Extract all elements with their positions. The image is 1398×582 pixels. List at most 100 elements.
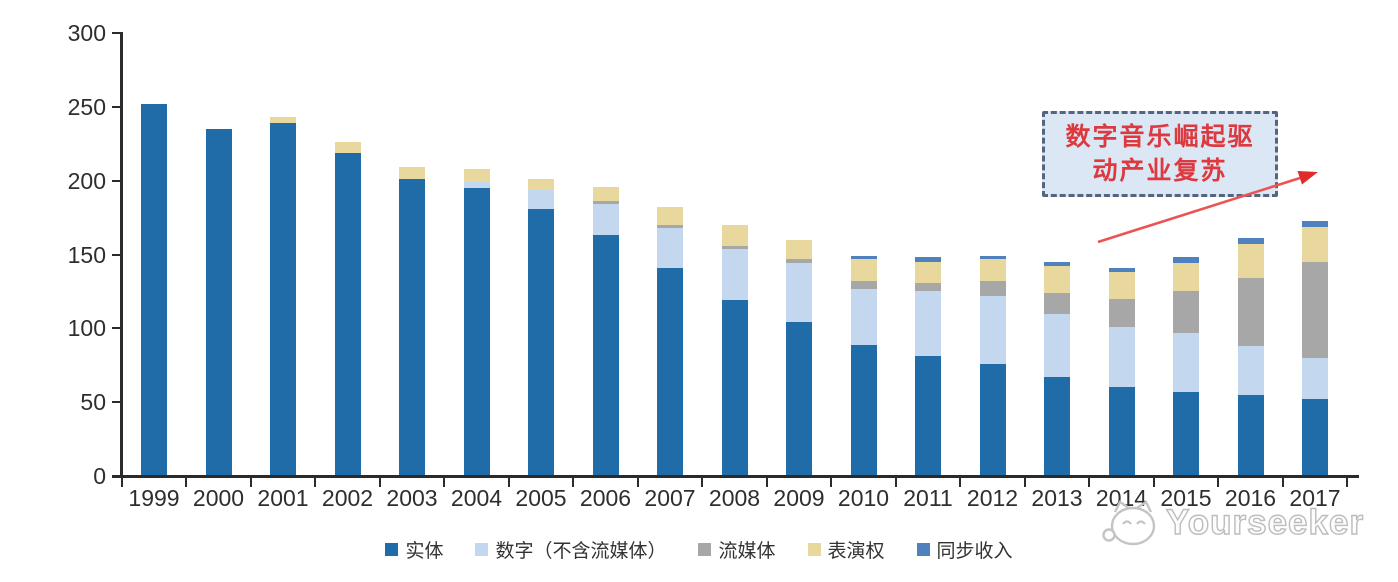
- bar-2003: [399, 167, 425, 476]
- bar-segment-表演权: [528, 179, 554, 190]
- bar-segment-流媒体: [592, 201, 619, 205]
- legend-swatch: [916, 543, 930, 556]
- bar-2000: [205, 129, 232, 476]
- bar-segment-实体: [657, 267, 683, 476]
- bar-segment-实体: [850, 344, 877, 476]
- x-tick-mark: [959, 478, 961, 487]
- bar-segment-数字（不含流媒体）: [1044, 313, 1070, 378]
- bar-2015: [1173, 257, 1199, 476]
- legend-swatch: [698, 543, 712, 556]
- x-tick-label: 2010: [837, 485, 890, 511]
- bar-segment-实体: [270, 123, 296, 476]
- y-tick-mark: [112, 105, 121, 108]
- x-tick-label: 2013: [1031, 485, 1083, 511]
- x-tick-label: 2015: [1160, 485, 1212, 511]
- bar-2010: [850, 256, 877, 476]
- bar-segment-数字（不含流媒体）: [721, 248, 748, 301]
- bar-2005: [528, 179, 554, 476]
- legend-swatch: [385, 543, 399, 556]
- bar-segment-表演权: [399, 167, 425, 180]
- x-tick-label: 2007: [644, 485, 696, 511]
- x-tick-mark: [1152, 478, 1155, 487]
- x-tick-mark: [701, 478, 703, 487]
- x-tick-mark: [1023, 478, 1026, 487]
- bar-segment-流媒体: [1302, 261, 1328, 358]
- bar-segment-流媒体: [1237, 278, 1264, 347]
- x-tick-label: 2009: [773, 485, 825, 511]
- legend: 实体 数字（不含流媒体） 流媒体 表演权 同步收入: [0, 536, 1398, 563]
- bar-segment-同步收入: [915, 257, 941, 262]
- y-tick-mark: [112, 475, 121, 477]
- bar-segment-实体: [528, 208, 554, 476]
- bar-segment-表演权: [915, 261, 941, 283]
- x-tick-mark: [572, 478, 574, 487]
- x-tick-mark: [314, 478, 316, 487]
- bar-segment-表演权: [979, 259, 1006, 282]
- x-tick-mark: [1346, 478, 1348, 487]
- x-tick-mark: [249, 478, 252, 487]
- bar-segment-实体: [399, 179, 425, 476]
- bar-segment-实体: [1237, 394, 1264, 476]
- x-tick-mark: [1217, 478, 1219, 487]
- y-tick-mark: [112, 253, 121, 256]
- x-tick-label: 2016: [1224, 485, 1277, 511]
- bar-segment-数字（不含流媒体）: [528, 189, 554, 209]
- watermark-text: Yourseeker: [1165, 502, 1365, 542]
- legend-label: 数字（不含流媒体）: [495, 541, 667, 562]
- bar-2017: [1302, 220, 1328, 476]
- bar-segment-数字（不含流媒体）: [463, 182, 490, 189]
- bar-segment-表演权: [657, 207, 683, 225]
- bar-2004: [463, 168, 490, 476]
- bar-segment-同步收入: [1108, 267, 1135, 273]
- bar-segment-同步收入: [979, 256, 1006, 260]
- bar-segment-同步收入: [850, 256, 877, 260]
- bar-segment-数字（不含流媒体）: [915, 291, 941, 357]
- y-tick-label: 150: [67, 241, 106, 268]
- x-tick-mark: [1088, 478, 1090, 487]
- bar-segment-实体: [979, 363, 1006, 476]
- bar-2009: [786, 239, 812, 476]
- bar-segment-实体: [334, 152, 361, 476]
- y-tick-mark: [112, 32, 121, 34]
- y-tick-label: 50: [80, 389, 106, 416]
- bar-2006: [592, 186, 619, 476]
- y-tick-mark: [112, 179, 121, 182]
- bar-segment-流媒体: [1044, 292, 1070, 314]
- bar-segment-表演权: [1044, 266, 1070, 293]
- bar-segment-实体: [721, 300, 748, 476]
- x-tick-label: 2003: [386, 485, 438, 511]
- x-tick-label: 2008: [708, 485, 761, 511]
- y-tick-label: 250: [67, 93, 106, 120]
- bar-segment-表演权: [786, 239, 812, 259]
- bar-segment-表演权: [1173, 263, 1199, 292]
- bar-2014: [1108, 267, 1135, 476]
- y-tick-mark: [112, 401, 121, 404]
- x-tick-label: 1999: [128, 485, 180, 511]
- x-tick-label: 2002: [321, 485, 374, 511]
- bar-segment-数字（不含流媒体）: [657, 227, 683, 268]
- annotation-line1: 数字音乐崛起驱: [1065, 123, 1255, 151]
- x-tick-mark: [507, 478, 510, 487]
- annotation-line2: 动产业复苏: [1092, 157, 1228, 185]
- bar-segment-流媒体: [915, 282, 941, 292]
- bar-2011: [915, 257, 941, 476]
- bar-segment-实体: [915, 356, 941, 476]
- bar-segment-实体: [786, 322, 812, 476]
- bar-segment-实体: [1302, 399, 1328, 476]
- y-tick-mark: [112, 327, 121, 330]
- legend-label: 实体: [405, 541, 444, 562]
- bar-2012: [979, 256, 1006, 476]
- bar-segment-流媒体: [850, 281, 877, 289]
- bar-2013: [1044, 261, 1070, 476]
- legend-item-数字（不含流媒体）: 数字（不含流媒体）: [475, 536, 666, 563]
- bar-segment-数字（不含流媒体）: [786, 263, 812, 323]
- watermark: Yourseeker: [1098, 499, 1364, 547]
- bar-segment-表演权: [1302, 226, 1328, 262]
- y-tick-label: 300: [67, 20, 106, 46]
- x-tick-mark: [378, 478, 381, 487]
- x-tick-label: 2005: [515, 485, 567, 511]
- cat-face-icon: [1102, 500, 1156, 546]
- bar-segment-表演权: [463, 168, 490, 183]
- legend-label: 流媒体: [718, 541, 776, 562]
